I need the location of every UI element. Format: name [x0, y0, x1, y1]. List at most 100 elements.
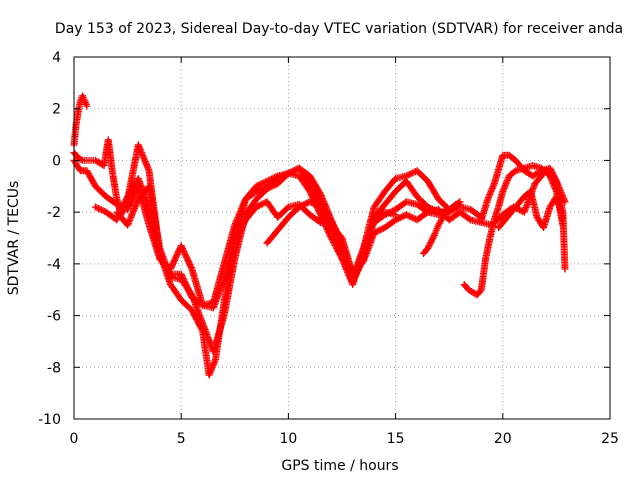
y-tick-label: -4 — [47, 257, 61, 273]
data-marker — [428, 205, 436, 213]
series-arc-6 — [263, 198, 400, 286]
data-point — [83, 102, 91, 110]
data-marker — [271, 181, 279, 189]
data-marker — [408, 169, 416, 177]
data-marker — [298, 201, 306, 209]
data-point — [91, 203, 99, 211]
chart-title: Day 153 of 2023, Sidereal Day-to-day VTE… — [55, 21, 623, 37]
data-marker — [93, 204, 101, 212]
data-marker — [404, 171, 412, 179]
data-marker — [255, 201, 263, 209]
data-marker — [376, 226, 384, 234]
x-tick-label: 20 — [494, 431, 512, 447]
data-marker — [430, 206, 438, 214]
y-tick-label: 2 — [52, 102, 61, 118]
data-marker — [405, 212, 413, 220]
series-arc-9 — [477, 151, 569, 273]
data-point — [252, 203, 260, 211]
series-arc-8 — [460, 162, 567, 299]
y-axis-label: SDTVAR / TECUs — [6, 181, 22, 296]
data-marker — [465, 215, 473, 223]
series-arc-10 — [495, 187, 567, 232]
data-marker — [373, 227, 381, 235]
data-marker — [254, 187, 262, 195]
data-marker — [116, 202, 124, 210]
data-marker — [378, 210, 386, 218]
data-marker — [373, 212, 381, 220]
data-point — [284, 169, 292, 177]
data-marker — [301, 200, 309, 208]
data-marker — [99, 207, 107, 215]
data-marker — [95, 204, 103, 212]
data-marker — [289, 167, 297, 175]
data-point — [306, 198, 314, 206]
data-marker — [399, 212, 407, 220]
data-marker — [297, 202, 305, 210]
data-point — [252, 187, 260, 195]
x-tick-label: 10 — [279, 431, 297, 447]
data-marker — [510, 168, 518, 176]
data-marker — [552, 176, 560, 184]
data-marker — [268, 183, 276, 191]
data-marker — [119, 203, 127, 211]
data-marker — [269, 182, 277, 190]
data-marker — [96, 205, 104, 213]
data-marker — [303, 199, 311, 207]
data-marker — [422, 209, 430, 217]
data-point — [370, 213, 378, 221]
series-arc-7 — [419, 200, 460, 258]
data-layer — [70, 92, 569, 379]
data-marker — [312, 201, 320, 209]
y-tick-label: 4 — [52, 50, 61, 66]
data-point — [402, 211, 410, 219]
tick-layer: 0 5 10 15 20 25 -10 -8 -6 -4 -2 0 2 4 — [38, 50, 619, 447]
data-marker — [286, 169, 294, 177]
y-tick-label: -6 — [47, 309, 61, 325]
data-marker — [433, 207, 441, 215]
data-marker — [77, 156, 85, 164]
data-marker — [425, 204, 433, 212]
x-axis-label: GPS time / hours — [281, 458, 398, 474]
data-marker — [187, 264, 195, 272]
series-arc-2 — [70, 136, 464, 379]
data-marker — [315, 218, 323, 226]
data-marker — [310, 200, 318, 208]
data-marker — [378, 225, 386, 233]
data-marker — [309, 199, 317, 207]
y-tick-label: 0 — [52, 153, 61, 169]
data-marker — [395, 214, 403, 222]
data-marker — [393, 215, 401, 223]
y-tick-label: -8 — [47, 360, 61, 376]
data-marker — [536, 168, 544, 176]
data-marker — [266, 183, 274, 191]
series-arc-1 — [70, 92, 91, 149]
data-point — [561, 265, 569, 273]
data-point — [452, 200, 460, 208]
data-marker — [313, 201, 321, 209]
data-marker — [291, 166, 299, 174]
data-marker — [257, 201, 265, 209]
x-tick-label: 25 — [601, 431, 619, 447]
data-point — [295, 203, 303, 211]
data-marker — [375, 227, 383, 235]
data-marker — [429, 233, 437, 241]
data-marker — [307, 199, 315, 207]
x-tick-label: 0 — [70, 431, 79, 447]
data-marker — [258, 200, 266, 208]
data-marker — [300, 201, 308, 209]
data-marker — [431, 207, 439, 215]
data-marker — [404, 211, 412, 219]
data-marker — [407, 213, 415, 221]
x-tick-label: 15 — [387, 431, 405, 447]
data-marker — [98, 206, 106, 214]
data-marker — [396, 214, 404, 222]
data-marker — [114, 201, 122, 209]
data-marker — [287, 168, 295, 176]
data-marker — [376, 210, 384, 218]
data-marker — [254, 202, 262, 210]
data-marker — [451, 202, 459, 210]
data-marker — [398, 213, 406, 221]
data-point — [559, 213, 567, 221]
